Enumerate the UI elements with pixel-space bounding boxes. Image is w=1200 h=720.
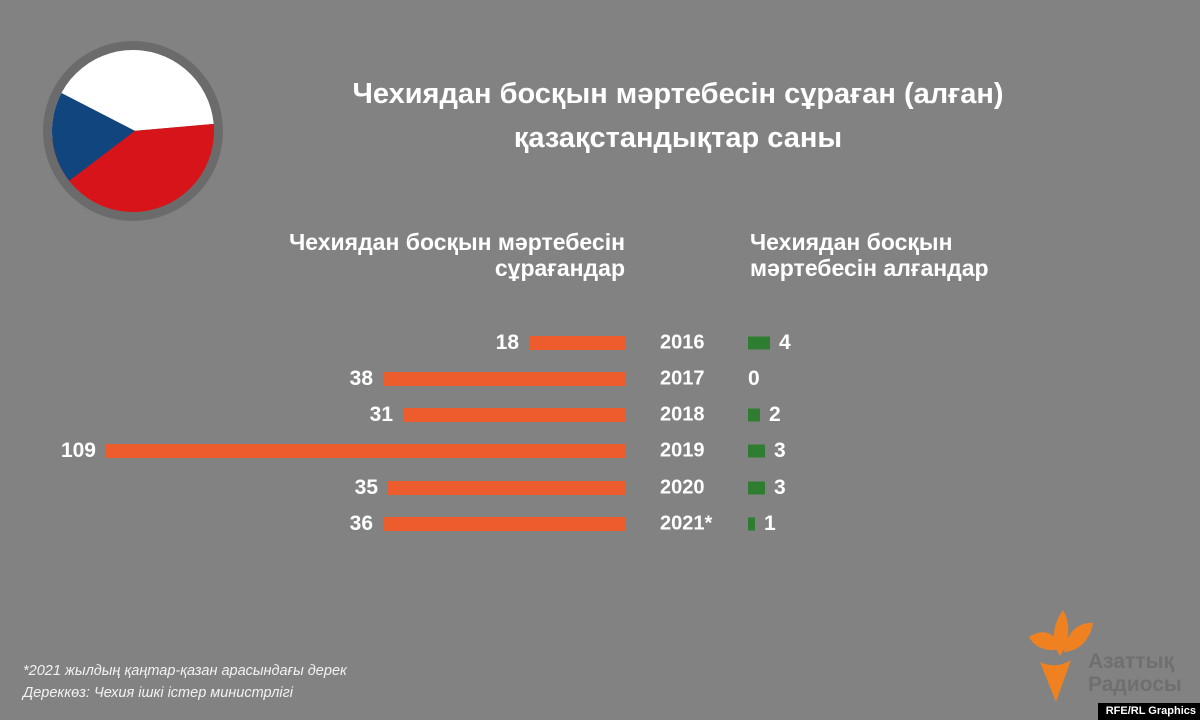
granted-value: 4 xyxy=(779,331,791,354)
granted-bar xyxy=(748,336,770,350)
granted-value: 0 xyxy=(748,367,760,390)
year-label: 2018 xyxy=(660,403,705,426)
footnote-source: Дереккөз: Чехия ішкі істер министрлігі xyxy=(23,685,294,701)
requested-header-line2: сұрағандар xyxy=(494,255,625,281)
czech-flag-icon xyxy=(43,41,223,221)
flag-stripes xyxy=(45,43,221,219)
granted-header-line2: мәртебесін алғандар xyxy=(750,255,989,281)
granted-value: 1 xyxy=(764,512,776,535)
torch-flame-icon xyxy=(1029,610,1093,702)
granted-value: 3 xyxy=(774,439,786,462)
granted-bar xyxy=(748,444,765,458)
credit-badge: RFE/RL Graphics xyxy=(1097,703,1200,720)
requested-value: 38 xyxy=(349,367,373,390)
granted-value: 3 xyxy=(774,476,786,499)
requested-value: 109 xyxy=(60,439,96,462)
requested-bar xyxy=(383,372,626,386)
footnote-period: *2021 жылдың қаңтар-қазан арасындағы дер… xyxy=(23,663,347,679)
footnotes: *2021 жылдың қаңтар-қазан арасындағы дер… xyxy=(23,660,347,704)
requested-bar xyxy=(529,336,626,350)
requested-bar xyxy=(383,517,626,531)
page-title: Чехиядан босқын мәртебесін сұраған (алға… xyxy=(300,72,1056,160)
granted-bar xyxy=(748,408,760,422)
czech-flag-roundel xyxy=(42,40,224,222)
year-label: 2016 xyxy=(660,331,705,354)
year-label: 2020 xyxy=(660,476,705,499)
azattyq-logo: Азаттық Радиосы xyxy=(1022,610,1192,702)
granted-bar xyxy=(748,481,765,495)
requested-value: 31 xyxy=(369,403,393,426)
year-label: 2021* xyxy=(660,512,713,535)
requested-bar xyxy=(403,408,626,422)
requested-value: 18 xyxy=(495,331,519,354)
year-label: 2019 xyxy=(660,439,705,462)
logo-line1: Азаттық xyxy=(1088,650,1175,673)
logo-line2: Радиосы xyxy=(1088,673,1182,696)
requested-value: 36 xyxy=(349,512,373,535)
page-title-line1: Чехиядан босқын мәртебесін сұраған (алға… xyxy=(352,78,1004,110)
requested-value: 35 xyxy=(354,476,378,499)
requested-header-line1: Чехиядан босқын мәртебесін xyxy=(289,229,625,255)
logo-wordmark: Азаттық Радиосы xyxy=(1088,650,1182,696)
granted-header-line1: Чехиядан босқын xyxy=(750,229,953,255)
requested-bar xyxy=(106,444,626,458)
requested-column-header: Чехиядан босқын мәртебесін сұрағандар xyxy=(255,229,625,281)
page-title-line2: қазақстандықтар саны xyxy=(513,122,843,154)
granted-bar xyxy=(748,517,755,531)
granted-column-header: Чехиядан босқын мәртебесін алғандар xyxy=(750,229,1050,281)
granted-value: 2 xyxy=(769,403,781,426)
requested-bar xyxy=(388,481,626,495)
year-label: 2017 xyxy=(660,367,705,390)
